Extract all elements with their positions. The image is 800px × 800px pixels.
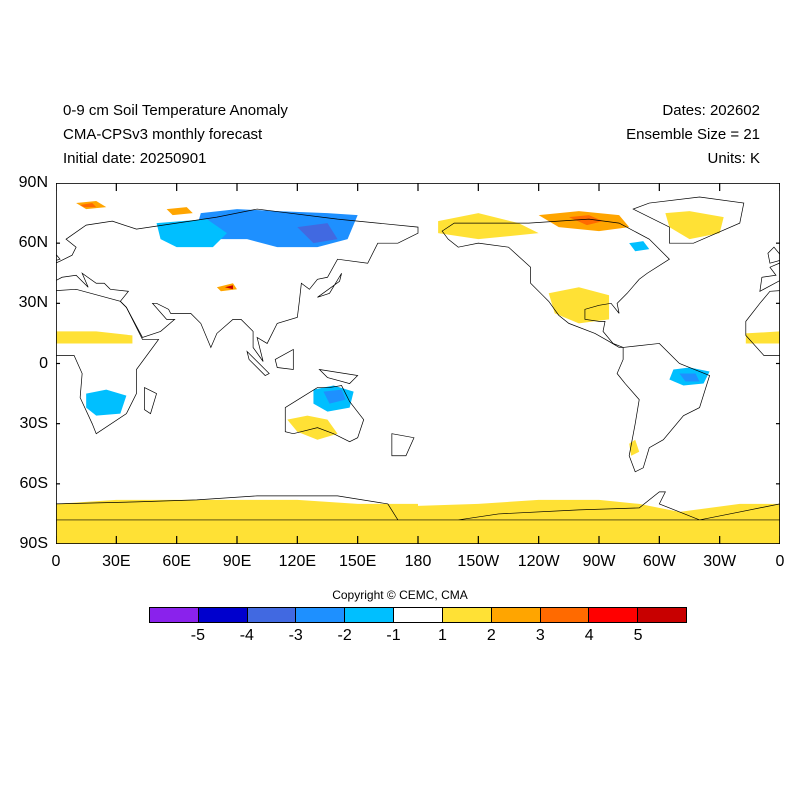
colorbar-swatch: [589, 608, 639, 622]
colorbar-label: 2: [486, 627, 496, 644]
anomaly-map: [56, 183, 780, 544]
colorbar-swatch: [394, 608, 443, 622]
colorbar-swatch: [491, 608, 541, 622]
colorbar-label: -3: [288, 627, 303, 644]
colorbar-swatch: [540, 608, 590, 622]
coastlines: [56, 196, 419, 521]
x-tick-label: 30W: [703, 553, 737, 570]
ensemble-size: Ensemble Size = 21: [626, 126, 760, 143]
x-tick-label: 120E: [278, 553, 317, 570]
y-tick-label: 0: [39, 354, 48, 372]
model-label: CMA-CPSv3 monthly forecast: [63, 126, 263, 143]
x-tick-label: 90W: [582, 553, 616, 570]
colorbar-swatch: [345, 608, 395, 622]
colorbar-swatch: [150, 608, 199, 622]
colorbar-label: 3: [535, 627, 545, 644]
y-tick-label: 90N: [18, 174, 48, 191]
colorbar-label: -4: [239, 627, 254, 644]
colorbar-swatch: [638, 608, 686, 622]
x-tick-label: 0: [51, 553, 61, 570]
colorbar-label: 4: [584, 627, 594, 644]
copyright: Copyright © CEMC, CMA: [332, 588, 468, 602]
y-tick-label: 90S: [19, 535, 48, 552]
colorbar-label: 1: [438, 627, 447, 644]
units-label: Units: K: [707, 150, 760, 167]
x-tick-label: 150W: [457, 553, 500, 570]
y-tick-label: 60N: [18, 234, 48, 252]
y-tick-label: 30N: [18, 294, 48, 312]
y-tick-label: 30S: [19, 414, 48, 432]
colorbar-swatch: [442, 608, 492, 622]
x-tick-label: 150E: [338, 553, 377, 570]
initial-date: Initial date: 20250901: [63, 150, 207, 167]
forecast-dates: Dates: 202602: [662, 102, 760, 119]
anomaly-shading: [56, 201, 418, 544]
x-tick-label: 180: [404, 553, 432, 570]
coastlines-wrap: [417, 196, 780, 521]
colorbar-label: -5: [190, 627, 206, 644]
colorbar-label: -2: [337, 627, 352, 644]
colorbar-label: -1: [386, 627, 401, 644]
colorbar-swatch: [296, 608, 346, 622]
axis-ticks: [56, 183, 780, 544]
colorbar-swatch: [247, 608, 297, 622]
colorbar: [149, 607, 687, 623]
y-tick-label: 60S: [19, 474, 48, 492]
x-tick-label: 90E: [222, 553, 252, 570]
colorbar-swatch: [198, 608, 248, 622]
colorbar-label: 5: [633, 627, 643, 644]
map-title: 0-9 cm Soil Temperature Anomaly: [63, 102, 288, 119]
x-tick-label: 0: [775, 553, 785, 570]
x-tick-label: 30E: [102, 553, 131, 570]
x-tick-label: 120W: [517, 553, 560, 570]
x-tick-label: 60E: [162, 553, 191, 570]
anomaly-shading-wrap: [418, 201, 780, 544]
x-tick-label: 60W: [642, 553, 676, 570]
